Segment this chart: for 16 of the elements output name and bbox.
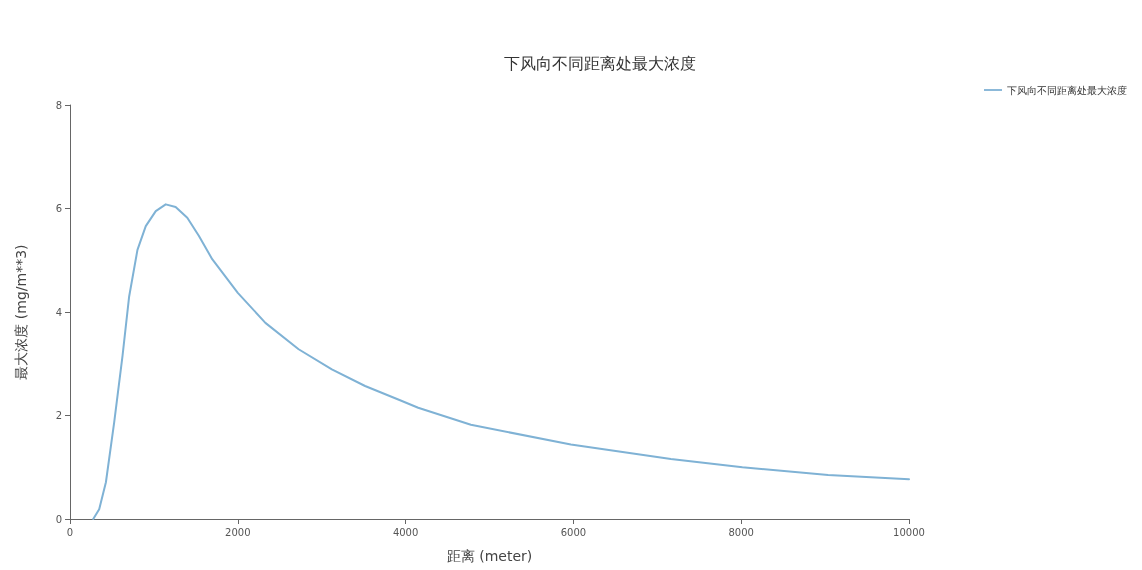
y-axis-title: 最大浓度 (mg/m**3)	[13, 244, 29, 380]
chart-title: 下风向不同距离处最大浓度	[504, 53, 696, 73]
x-tick-label: 10000	[893, 526, 925, 538]
y-tick-label: 4	[55, 306, 62, 318]
x-tick-label: 4000	[392, 526, 419, 538]
y-tick-label: 8	[55, 99, 62, 111]
x-tick-label: 0	[66, 526, 74, 538]
x-axis-title: 距离 (meter)	[446, 548, 533, 564]
x-tick-label: 6000	[560, 526, 587, 538]
y-tick-label: 2	[55, 410, 62, 421]
x-tick-label: 8000	[728, 526, 754, 538]
legend-label: 下风向不同距离处最大浓度	[1007, 84, 1127, 96]
y-tick-label: 0	[55, 513, 62, 525]
line-series	[92, 203, 910, 520]
y-tick-label: 6	[55, 203, 62, 214]
x-tick-label: 2000	[225, 526, 251, 538]
